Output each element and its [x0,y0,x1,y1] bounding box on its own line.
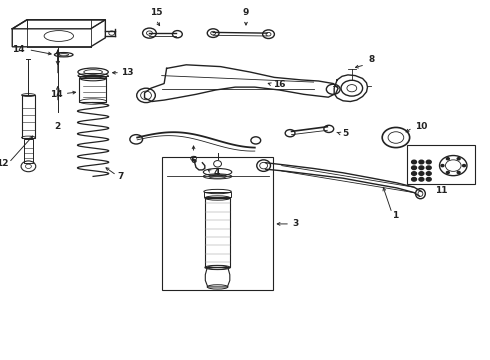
Circle shape [426,166,431,170]
Circle shape [446,158,449,160]
Text: 14: 14 [12,45,25,54]
Circle shape [426,172,431,175]
Circle shape [426,160,431,164]
Text: 7: 7 [118,172,124,181]
Text: 3: 3 [292,219,298,228]
Text: 2: 2 [55,122,61,131]
Text: 11: 11 [435,186,447,195]
Text: 9: 9 [243,8,249,17]
Text: 8: 8 [368,55,374,64]
Circle shape [412,172,416,175]
Text: 1: 1 [392,211,398,220]
Circle shape [426,177,431,181]
Circle shape [457,158,460,160]
Circle shape [412,166,416,170]
Text: 16: 16 [273,80,286,89]
Text: 15: 15 [149,8,162,17]
Circle shape [419,172,424,175]
Circle shape [419,177,424,181]
Text: 5: 5 [342,129,348,138]
Text: 12: 12 [0,159,9,168]
Text: 4: 4 [213,168,220,177]
Circle shape [419,160,424,164]
Circle shape [419,166,424,170]
Text: 6: 6 [191,156,196,165]
Circle shape [457,171,460,174]
Circle shape [441,165,444,167]
Circle shape [412,177,416,181]
Circle shape [463,165,466,167]
Text: 13: 13 [122,68,134,77]
Text: 14: 14 [50,90,63,99]
Circle shape [446,171,449,174]
Circle shape [412,160,416,164]
Text: 10: 10 [416,122,428,131]
